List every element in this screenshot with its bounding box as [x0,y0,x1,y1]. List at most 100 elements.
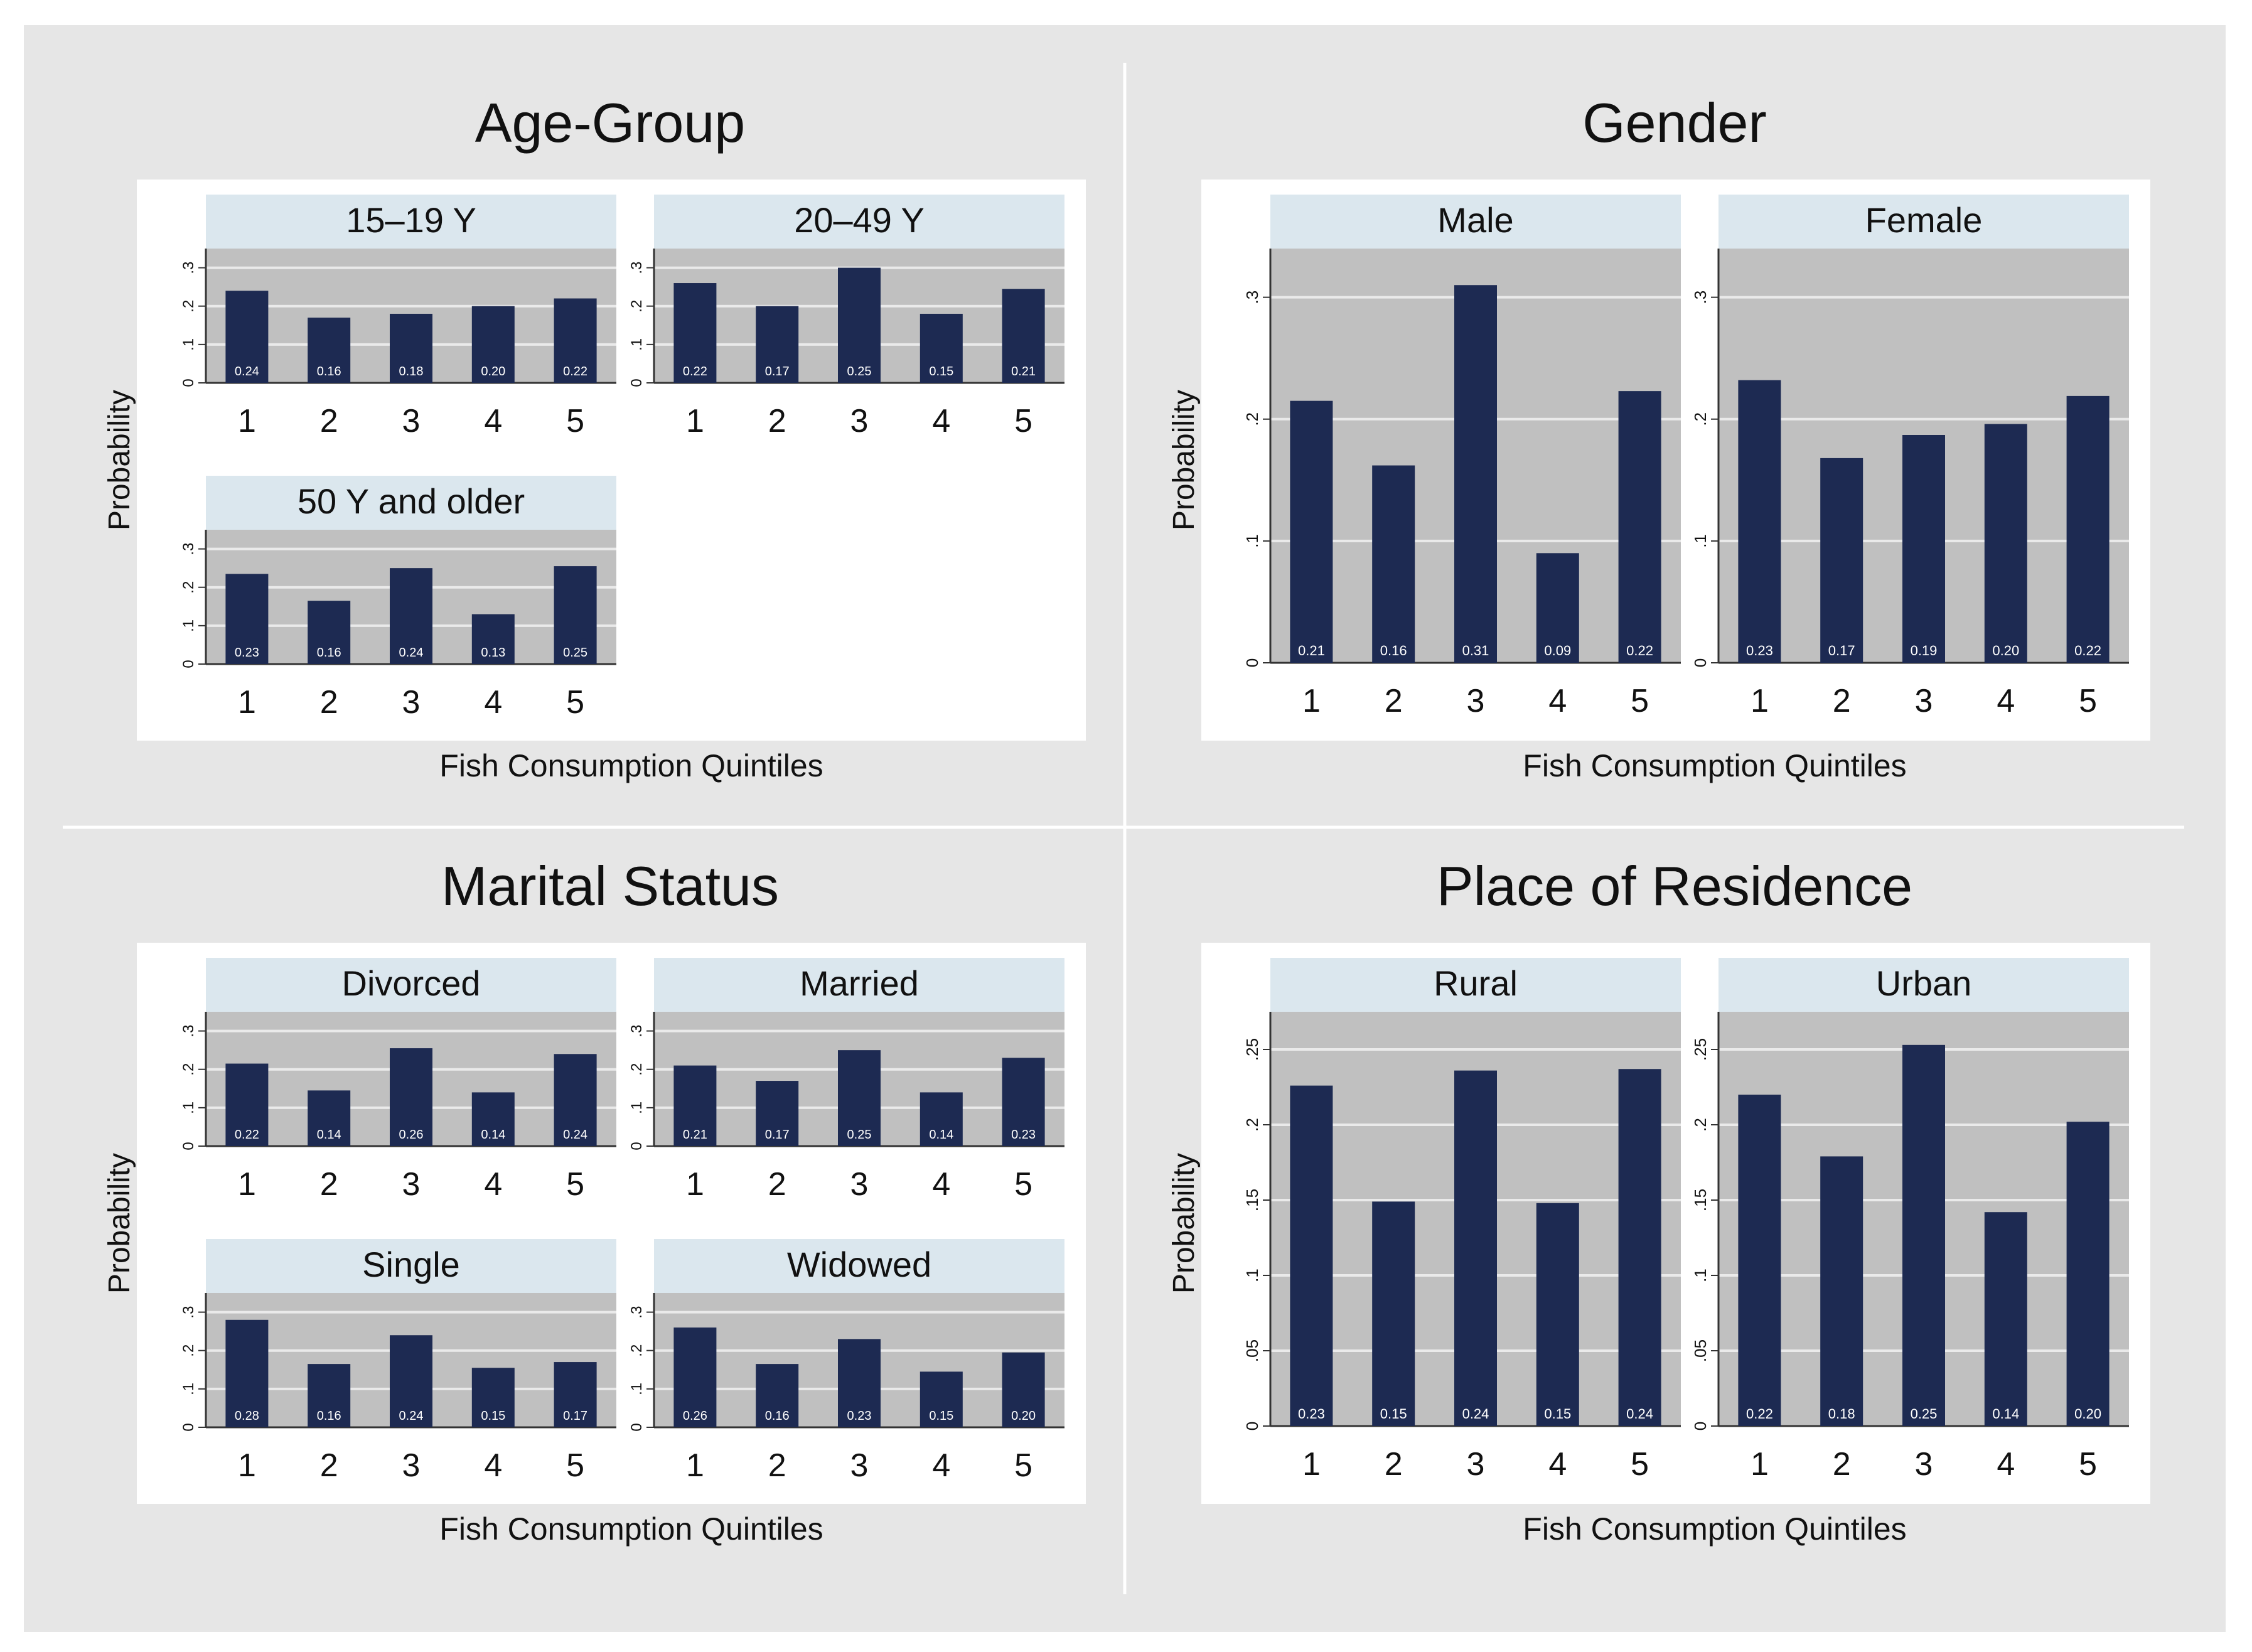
bar-value-label: 0.16 [317,646,341,660]
y-tick-label: .15 [1243,1189,1262,1211]
y-tick-label: .3 [180,543,197,555]
subplot-strip [654,195,1064,249]
y-tick-label: 0 [180,660,197,668]
bar [1536,553,1579,663]
bar-value-label: 0.22 [235,1128,259,1142]
x-tick-label: 1 [1751,1446,1769,1483]
bar-value-label: 0.20 [2074,1406,2101,1422]
bar-value-label: 0.22 [563,365,587,378]
bar-value-label: 0.24 [399,1409,424,1423]
subplot-3: 50 Y and older 0 .1 .2 .3 0.23 1 0.16 2 0.24 3 0.13… [180,476,616,721]
bar-value-label: 0.14 [317,1128,341,1142]
y-tick-label: .3 [180,1306,197,1319]
x-tick-label: 1 [686,1447,704,1484]
chart-3: Marital Status Probability Fish Consumptio… [103,855,1086,1547]
y-tick-label: .2 [180,300,197,313]
x-tick-label: 2 [768,1166,786,1203]
subplot-2: Female 0 .1 .2 .3 0.23 1 0.17 2 0.19 3 0.20 4 0.22 5 [1691,195,2129,719]
y-tick-label: .1 [180,620,197,632]
x-axis-label: Fish Consumption Quintiles [1523,748,1906,783]
bar-value-label: 0.15 [929,1409,953,1423]
x-tick-label: 4 [1997,683,2015,719]
x-tick-label: 5 [566,684,584,721]
x-tick-label: 1 [1751,683,1769,719]
bar [1984,1212,2027,1426]
x-tick-label: 5 [566,1447,584,1484]
y-tick-label: .2 [1691,1118,1710,1132]
bar [838,1050,881,1146]
bar-value-label: 0.17 [563,1409,587,1423]
bar-value-label: 0.17 [1828,643,1855,658]
y-tick-label: .2 [1243,1118,1262,1132]
bar-value-label: 0.24 [1626,1406,1653,1422]
bar-value-label: 0.20 [1992,643,2019,658]
subplot-title: Urban [1876,963,1972,1003]
bar-value-label: 0.24 [563,1128,587,1142]
x-tick-label: 5 [566,403,584,439]
x-tick-label: 5 [1014,1447,1032,1484]
bar [1618,391,1661,663]
bar-value-label: 0.14 [929,1128,953,1142]
bar-value-label: 0.14 [481,1128,505,1142]
y-tick-label: .1 [628,1102,645,1114]
x-tick-label: 5 [1014,1166,1032,1203]
bar-value-label: 0.20 [1011,1409,1036,1423]
x-tick-label: 1 [238,1447,256,1484]
x-tick-label: 1 [238,403,256,439]
x-tick-label: 4 [1997,1446,2015,1483]
subplot-title: Male [1437,200,1513,240]
x-tick-label: 2 [1833,683,1851,719]
subplot-strip [654,1239,1064,1293]
subplot-strip [206,1239,616,1293]
bar-value-label: 0.24 [235,365,259,378]
subplot-title: Married [800,963,919,1003]
bar [1290,1085,1333,1426]
chart-grid: Age-Group Probability Fish Consumption Qui… [103,92,2150,1547]
subplot-title: Rural [1434,963,1518,1003]
bar [1618,1069,1661,1426]
y-tick-label: 0 [1691,658,1710,667]
bar [1454,1070,1497,1426]
bar [1454,285,1497,663]
bar-value-label: 0.18 [1828,1406,1855,1422]
bar-value-label: 0.31 [1462,643,1489,658]
bar [1372,1201,1415,1426]
bar-value-label: 0.14 [1992,1406,2019,1422]
bar-value-label: 0.21 [1298,643,1325,658]
chart-2: Gender Probability Fish Consumption Quinti… [1167,92,2150,783]
x-tick-label: 5 [2079,1446,2097,1483]
y-tick-label: .1 [1243,534,1262,548]
x-tick-label: 2 [768,1447,786,1484]
x-tick-label: 4 [1548,683,1567,719]
bar-value-label: 0.21 [1011,365,1036,378]
x-tick-label: 5 [566,1166,584,1203]
y-tick-label: .1 [1243,1268,1262,1282]
x-tick-label: 2 [1833,1446,1851,1483]
bar [471,1368,515,1427]
bar-value-label: 0.22 [1746,1406,1773,1422]
subplot-title: Single [362,1245,460,1284]
bar-value-label: 0.09 [1544,643,1571,658]
chart-title: Gender [1582,92,1767,154]
x-tick-label: 2 [1385,683,1403,719]
bar [1536,1203,1579,1426]
y-axis-label: Probability [103,1153,136,1294]
bar-value-label: 0.26 [399,1128,424,1142]
y-tick-label: .1 [180,1383,197,1395]
chart-1: Age-Group Probability Fish Consumption Qui… [103,92,1086,783]
x-tick-label: 4 [484,1166,502,1203]
subplot-3: Single 0 .1 .2 .3 0.28 1 0.16 2 0.24 3 0.15 4 0.17 5 [180,1239,616,1484]
subplot-strip [1718,195,2129,249]
bar [1372,465,1415,663]
bar-value-label: 0.21 [683,1128,707,1142]
bar [920,1092,963,1146]
bar [471,614,515,664]
subplot-strip [206,195,616,249]
bar-value-label: 0.23 [1011,1128,1036,1142]
bar [2066,1122,2110,1426]
y-tick-label: .3 [628,1025,645,1038]
bar [1984,424,2027,663]
x-tick-label: 4 [932,1447,950,1484]
bar [920,313,963,383]
bar-value-label: 0.19 [1911,643,1938,658]
